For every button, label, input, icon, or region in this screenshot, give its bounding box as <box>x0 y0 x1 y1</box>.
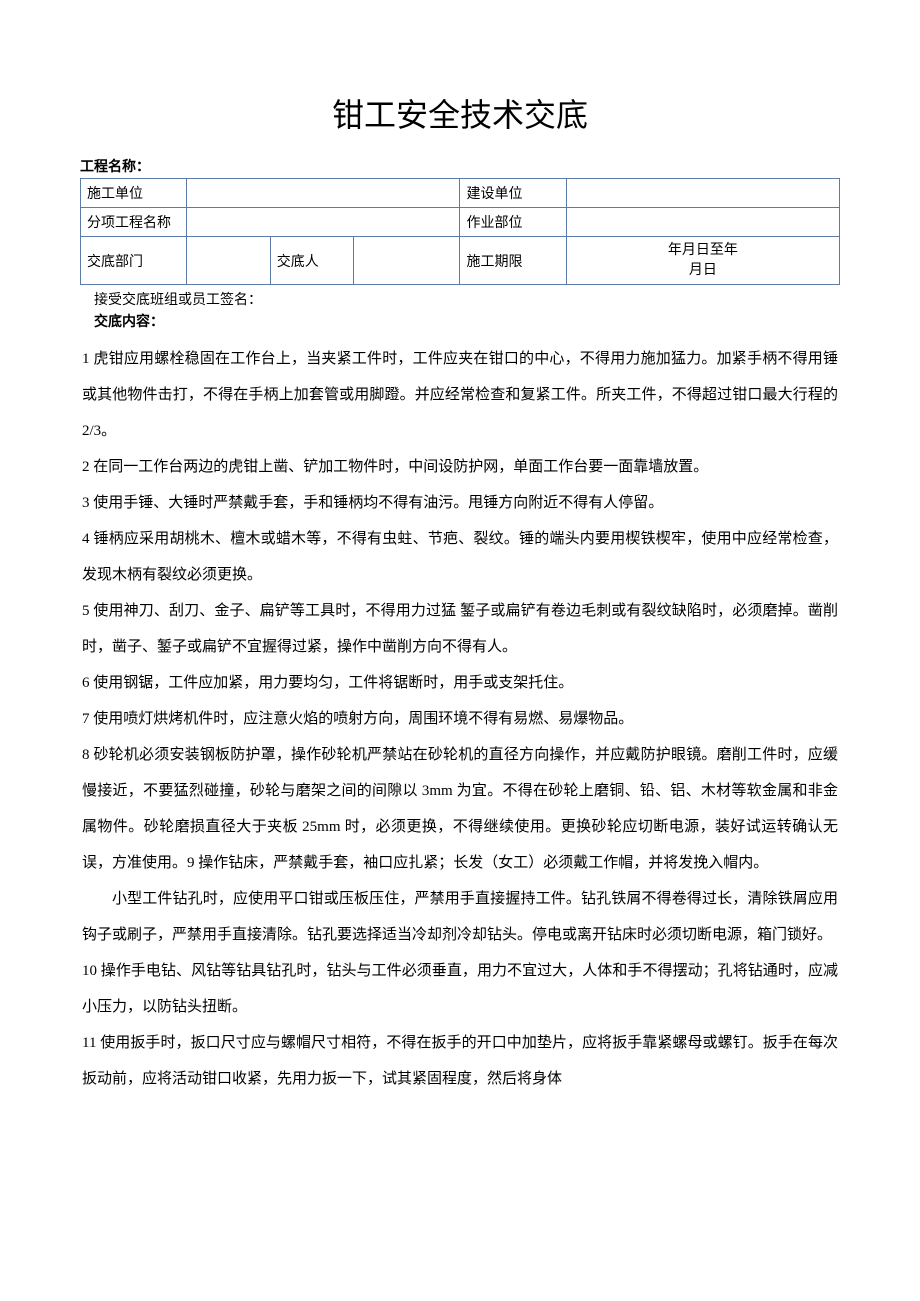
content-body: 1 虎钳应用螺栓稳固在工作台上，当夹紧工件时，工件应夹在钳口的中心，不得用力施加… <box>80 341 840 1097</box>
period-label: 施工期限 <box>460 237 566 285</box>
paragraph: 10 操作手电钻、风钻等钻具钻孔时，钻头与工件必须垂直，用力不宜过大，人体和手不… <box>82 953 838 1025</box>
dept-label: 交底部门 <box>81 237 187 285</box>
dept-value <box>187 237 270 285</box>
paragraph: 11 使用扳手时，扳口尺寸应与螺帽尺寸相符，不得在扳手的开口中加垫片，应将扳手靠… <box>82 1025 838 1097</box>
document-title: 钳工安全技术交底 <box>80 90 840 136</box>
paragraph: 3 使用手锤、大锤时严禁戴手套，手和锤柄均不得有油污。甩锤方向附近不得有人停留。 <box>82 485 838 521</box>
build-unit-label: 建设单位 <box>460 179 566 208</box>
build-unit-value <box>566 179 839 208</box>
construction-unit-label: 施工单位 <box>81 179 187 208</box>
work-part-label: 作业部位 <box>460 208 566 237</box>
paragraph: 1 虎钳应用螺栓稳固在工作台上，当夹紧工件时，工件应夹在钳口的中心，不得用力施加… <box>82 341 838 449</box>
header-table: 施工单位 建设单位 分项工程名称 作业部位 交底部门 交底人 施工期限 年月日至… <box>80 178 840 285</box>
construction-unit-value <box>187 179 460 208</box>
table-row: 施工单位 建设单位 <box>81 179 840 208</box>
signature-label: 接受交底班组或员工签名： <box>80 285 840 311</box>
paragraph: 6 使用钢锯，工件应加紧，用力要均匀，工件将锯断时，用手或支架托住。 <box>82 665 838 701</box>
project-name-label: 工程名称： <box>80 156 840 176</box>
sub-project-value <box>187 208 460 237</box>
work-part-value <box>566 208 839 237</box>
paragraph: 4 锤柄应采用胡桃木、檀木或蜡木等，不得有虫蛀、节疤、裂纹。锤的端头内要用楔铁楔… <box>82 521 838 593</box>
paragraph: 2 在同一工作台两边的虎钳上凿、铲加工物件时，中间设防护网，单面工作台要一面靠墙… <box>82 449 838 485</box>
table-row: 分项工程名称 作业部位 <box>81 208 840 237</box>
person-label: 交底人 <box>270 237 353 285</box>
period-value: 年月日至年 月日 <box>566 237 839 285</box>
paragraph: 7 使用喷灯烘烤机件时，应注意火焰的喷射方向，周围环境不得有易燃、易爆物品。 <box>82 701 838 737</box>
content-title: 交底内容： <box>80 311 840 331</box>
sub-project-label: 分项工程名称 <box>81 208 187 237</box>
person-value <box>354 237 460 285</box>
paragraph-indent: 小型工件钻孔时，应使用平口钳或压板压住，严禁用手直接握持工件。钻孔铁屑不得卷得过… <box>82 881 838 953</box>
paragraph: 8 砂轮机必须安装钢板防护罩，操作砂轮机严禁站在砂轮机的直径方向操作，并应戴防护… <box>82 737 838 881</box>
table-row: 交底部门 交底人 施工期限 年月日至年 月日 <box>81 237 840 285</box>
paragraph: 5 使用神刀、刮刀、金子、扁铲等工具时，不得用力过猛 錾子或扁铲有卷边毛刺或有裂… <box>82 593 838 665</box>
